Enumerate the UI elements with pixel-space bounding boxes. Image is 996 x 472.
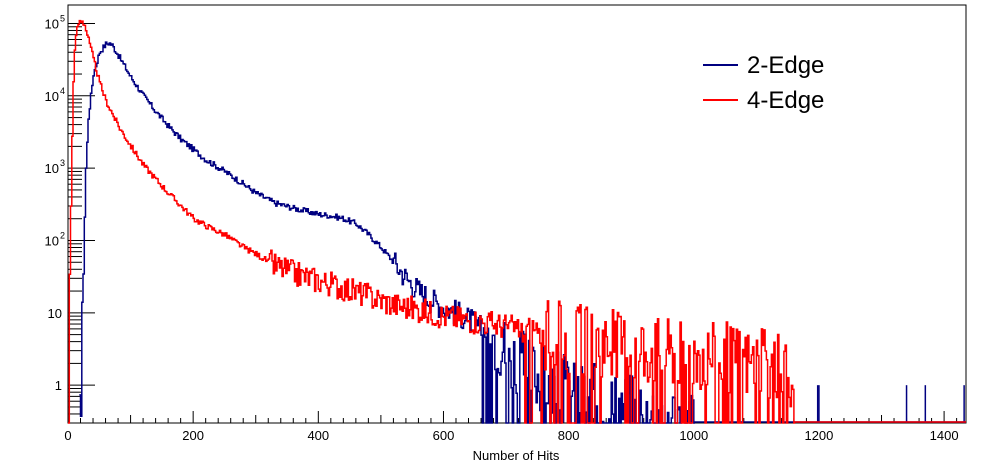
y-tick-exponent: 3 bbox=[60, 158, 65, 168]
series-line-1 bbox=[68, 19, 796, 424]
y-tick-exponent: 4 bbox=[60, 86, 65, 96]
x-tick-label: 600 bbox=[433, 428, 455, 443]
y-tick-exponent: 2 bbox=[60, 230, 65, 240]
legend-label: 4-Edge bbox=[747, 87, 824, 114]
x-tick-label: 200 bbox=[182, 428, 204, 443]
series-layer bbox=[68, 19, 966, 424]
x-tick-label: 1200 bbox=[804, 428, 833, 443]
y-tick-label: 10 bbox=[45, 161, 59, 176]
plot-frame bbox=[67, 4, 967, 424]
x-axis-ticks: 0 200 400 600 800 1000 1200 1400 bbox=[64, 411, 959, 443]
y-tick-label: 1 bbox=[55, 378, 62, 393]
y-tick-label: 10 bbox=[48, 306, 62, 321]
y-tick-label: 10 bbox=[45, 89, 59, 104]
x-tick-label: 1000 bbox=[679, 428, 708, 443]
x-tick-label: 1400 bbox=[930, 428, 959, 443]
x-axis-title: Number of Hits bbox=[473, 448, 560, 463]
y-tick-label: 10 bbox=[45, 233, 59, 248]
x-tick-label: 0 bbox=[64, 428, 71, 443]
legend-label: 2-Edge bbox=[747, 52, 824, 79]
legend: 2-Edge 4-Edge bbox=[703, 52, 824, 114]
y-tick-exponent: 5 bbox=[60, 13, 65, 23]
x-tick-label: 800 bbox=[558, 428, 580, 443]
x-tick-label: 400 bbox=[307, 428, 329, 443]
y-tick-label: 10 bbox=[45, 16, 59, 31]
